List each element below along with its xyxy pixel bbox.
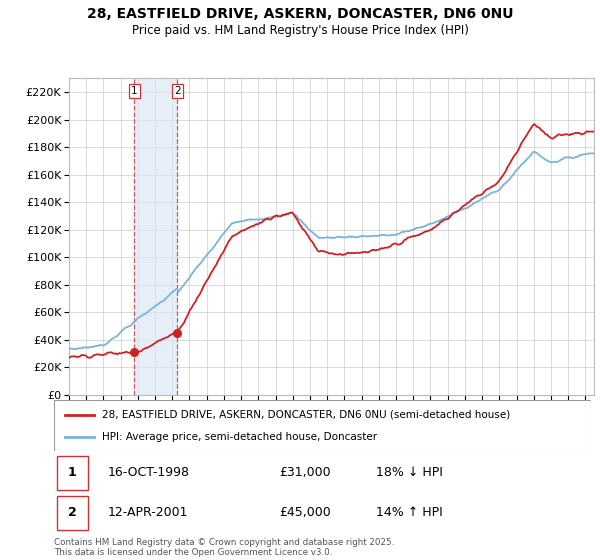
Text: 2: 2	[174, 86, 181, 96]
Text: 14% ↑ HPI: 14% ↑ HPI	[376, 506, 443, 520]
Text: This data is licensed under the Open Government Licence v3.0.: This data is licensed under the Open Gov…	[54, 548, 332, 557]
Text: 18% ↓ HPI: 18% ↓ HPI	[376, 466, 443, 479]
Text: 16-OCT-1998: 16-OCT-1998	[108, 466, 190, 479]
Bar	[56, 496, 88, 530]
Text: 28, EASTFIELD DRIVE, ASKERN, DONCASTER, DN6 0NU: 28, EASTFIELD DRIVE, ASKERN, DONCASTER, …	[87, 7, 513, 21]
Text: 1: 1	[68, 466, 77, 479]
Text: Price paid vs. HM Land Registry's House Price Index (HPI): Price paid vs. HM Land Registry's House …	[131, 24, 469, 36]
Bar	[134, 78, 177, 395]
Text: HPI: Average price, semi-detached house, Doncaster: HPI: Average price, semi-detached house,…	[103, 432, 377, 442]
Text: 1: 1	[131, 86, 137, 96]
Text: £31,000: £31,000	[280, 466, 331, 479]
Text: 28, EASTFIELD DRIVE, ASKERN, DONCASTER, DN6 0NU (semi-detached house): 28, EASTFIELD DRIVE, ASKERN, DONCASTER, …	[103, 409, 511, 419]
Text: 2: 2	[68, 506, 77, 520]
Bar	[56, 456, 88, 489]
Text: Contains HM Land Registry data © Crown copyright and database right 2025.: Contains HM Land Registry data © Crown c…	[54, 538, 394, 547]
Text: 12-APR-2001: 12-APR-2001	[108, 506, 188, 520]
Text: £45,000: £45,000	[280, 506, 331, 520]
